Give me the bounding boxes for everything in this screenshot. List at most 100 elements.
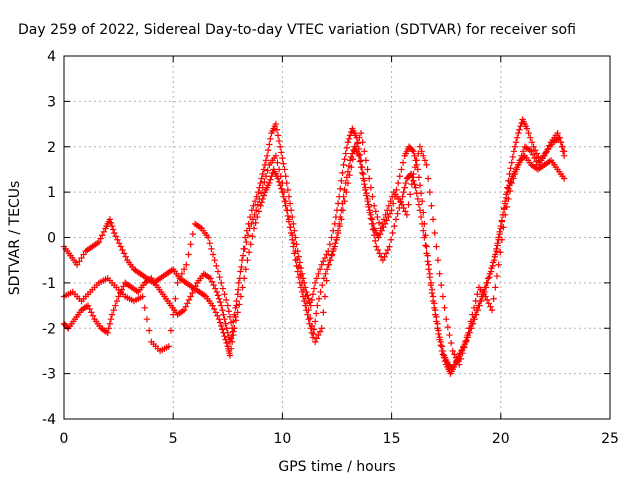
data-point-track-b: [476, 302, 483, 309]
data-point-track-b: [314, 302, 321, 309]
data-point-track-b: [222, 320, 229, 327]
data-point-track-a: [258, 175, 265, 182]
data-point-track-a: [290, 220, 297, 228]
data-point-track-c: [506, 187, 514, 195]
data-point-track-b: [323, 266, 331, 273]
data-point-track-c: [143, 315, 151, 323]
data-point-track-b: [182, 303, 189, 310]
data-point-track-c: [254, 201, 262, 208]
data-point-track-a: [260, 166, 268, 173]
data-point-track-c: [218, 279, 225, 287]
data-point-track-b: [187, 293, 194, 300]
data-point-track-b: [207, 275, 214, 282]
data-point-track-c: [339, 207, 347, 214]
data-point-track-b: [258, 199, 265, 206]
data-point-track-c: [436, 270, 443, 277]
data-point-track-b: [413, 190, 420, 197]
data-point-track-b: [438, 347, 446, 355]
data-point-track-b: [88, 309, 95, 316]
data-point-track-b: [439, 351, 447, 358]
data-point-track-b: [494, 239, 501, 247]
data-point-track-a: [337, 185, 344, 192]
data-point-track-b: [221, 315, 228, 323]
data-point-track-a: [309, 291, 317, 298]
data-point-track-a: [328, 234, 335, 241]
data-point-track-b: [400, 188, 407, 196]
data-point-track-c: [325, 261, 332, 268]
data-point-track-a: [112, 233, 120, 240]
data-point-track-a: [386, 210, 394, 217]
data-point-track-c: [362, 157, 370, 164]
data-point-track-a: [535, 153, 542, 161]
data-point-track-c: [375, 219, 383, 226]
data-point-track-b: [386, 243, 393, 250]
data-point-track-c: [311, 338, 319, 346]
data-point-track-c: [187, 241, 194, 248]
data-point-track-a: [73, 261, 81, 268]
data-point-track-c: [546, 142, 553, 149]
data-point-track-c: [259, 184, 266, 191]
data-point-track-c: [251, 211, 258, 219]
data-point-track-a: [227, 345, 235, 352]
data-point-track-c: [295, 263, 302, 271]
data-point-track-a: [510, 148, 518, 155]
data-point-track-b: [495, 234, 502, 241]
data-point-track-c: [379, 220, 386, 228]
data-point-track-b: [218, 302, 225, 309]
data-point-track-b: [275, 178, 283, 186]
data-point-track-c: [369, 193, 376, 200]
data-point-track-c: [529, 151, 537, 158]
data-point-track-b: [370, 232, 378, 239]
data-point-track-c: [176, 275, 183, 282]
data-point-track-a: [508, 159, 515, 166]
data-point-track-a: [531, 146, 539, 154]
data-point-track-c: [241, 245, 248, 253]
data-point-track-b: [86, 305, 93, 313]
data-point-track-b: [436, 336, 443, 343]
data-point-track-c: [249, 216, 257, 223]
data-point-track-c: [329, 247, 337, 255]
data-point-track-b: [363, 192, 370, 199]
data-point-track-c: [451, 351, 458, 358]
data-point-track-a: [511, 143, 519, 150]
data-point-track-c: [359, 139, 366, 146]
data-point-track-c: [244, 232, 252, 239]
data-point-track-a: [222, 336, 229, 343]
data-point-track-b: [104, 329, 111, 336]
data-point-track-a: [291, 227, 298, 234]
data-point-track-a: [338, 177, 345, 184]
data-point-track-a: [259, 170, 266, 178]
data-point-track-b: [189, 289, 196, 297]
data-point-track-c: [518, 152, 525, 160]
data-point-track-c: [341, 198, 348, 205]
data-point-track-b: [376, 250, 383, 257]
data-point-track-a: [273, 126, 281, 133]
data-point-track-a: [307, 302, 314, 309]
data-point-track-c: [492, 284, 499, 291]
data-point-track-c: [208, 245, 215, 253]
data-point-track-b: [113, 297, 121, 305]
data-point-track-c: [303, 300, 311, 307]
data-point-track-b: [278, 185, 285, 192]
data-point-track-a: [399, 159, 407, 166]
data-point-track-b: [410, 177, 417, 184]
data-point-track-b: [428, 289, 436, 297]
data-point-track-a: [251, 198, 259, 205]
data-point-track-a: [266, 141, 273, 148]
data-point-track-c: [459, 350, 466, 357]
data-point-track-c: [228, 325, 236, 332]
data-point-track-b: [418, 220, 426, 228]
data-point-track-c: [438, 281, 445, 289]
data-point-track-c: [356, 134, 363, 141]
data-point-track-b: [84, 302, 92, 309]
data-point-track-c: [461, 344, 468, 351]
y-tick-label: 2: [47, 140, 56, 156]
data-point-track-a: [111, 229, 118, 237]
data-point-track-c: [211, 256, 218, 264]
data-point-track-a: [108, 222, 116, 230]
data-point-track-a: [326, 241, 334, 248]
data-point-track-c: [264, 167, 271, 174]
data-point-track-a: [107, 219, 115, 226]
data-point-track-b: [414, 195, 422, 203]
